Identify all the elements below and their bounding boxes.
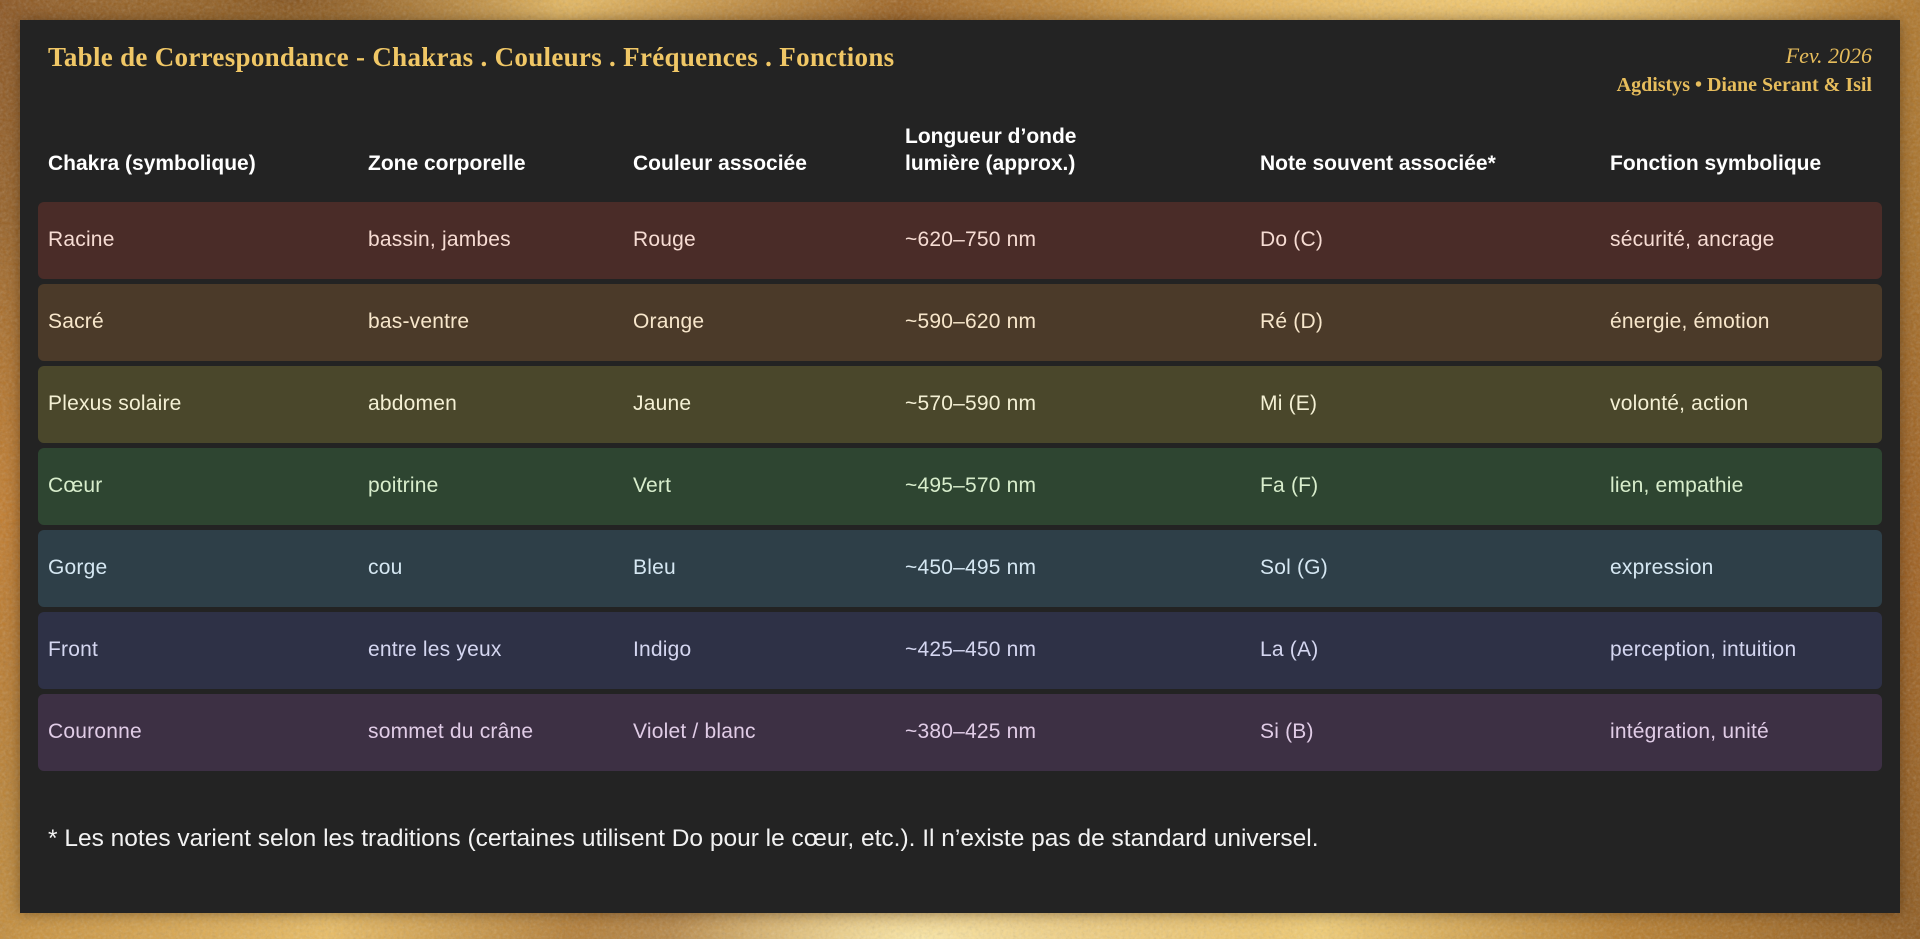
title-bar: Table de Correspondance - Chakras . Coul… bbox=[20, 20, 1900, 98]
cell-note: Do (C) bbox=[1260, 228, 1324, 251]
cell-zone: cou bbox=[368, 556, 403, 579]
credit-label: Agdistys • Diane Serant & Isil bbox=[1616, 73, 1872, 96]
cell-chakra: Plexus solaire bbox=[48, 392, 182, 415]
column-header-couleur: Couleur associée bbox=[633, 152, 807, 176]
cell-longueur: ~450–495 nm bbox=[905, 556, 1037, 579]
table-body: Racine bassin, jambes Rouge ~620–750 nm Do (… bbox=[38, 201, 1882, 771]
cell-note: Sol (G) bbox=[1260, 556, 1328, 579]
cell-longueur: ~495–570 nm bbox=[905, 474, 1037, 497]
cell-couleur: Vert bbox=[633, 474, 672, 497]
cell-zone: abdomen bbox=[368, 392, 457, 415]
column-header-longueur: Longueur d’onde lumière (approx.) bbox=[905, 124, 1077, 176]
cell-chakra: Couronne bbox=[48, 720, 142, 743]
cell-fonction: sécurité, ancrage bbox=[1610, 228, 1775, 251]
cell-note: Si (B) bbox=[1260, 720, 1314, 743]
column-header-chakra: Chakra (symbolique) bbox=[48, 152, 256, 176]
cell-note: Mi (E) bbox=[1260, 392, 1318, 415]
table-row: Couronne sommet du crâne Violet / blanc ~38… bbox=[38, 693, 1882, 771]
table-row: Cœur poitrine Vert ~495–570 nm Fa (F) lien, e… bbox=[38, 447, 1882, 525]
cell-note: Ré (D) bbox=[1260, 310, 1324, 333]
column-header-note: Note souvent associée* bbox=[1260, 152, 1496, 176]
column-header-zone: Zone corporelle bbox=[368, 152, 526, 176]
date-label: Fev. 2026 bbox=[1785, 43, 1872, 68]
cell-longueur: ~590–620 nm bbox=[905, 310, 1037, 333]
cell-couleur: Bleu bbox=[633, 556, 676, 579]
cell-note: Fa (F) bbox=[1260, 474, 1319, 497]
table-row: Front entre les yeux Indigo ~425–450 nm La (… bbox=[38, 611, 1882, 689]
header-meta: Fev. 2026 Agdistys • Diane Serant & Isil bbox=[1617, 42, 1872, 98]
cell-chakra: Gorge bbox=[48, 556, 108, 579]
cell-longueur: ~425–450 nm bbox=[905, 638, 1037, 661]
cell-chakra: Front bbox=[48, 638, 99, 661]
cell-chakra: Sacré bbox=[48, 310, 104, 333]
table-row: Sacré bas-ventre Orange ~590–620 nm Ré (D) én… bbox=[38, 283, 1882, 361]
table-header-row: Chakra (symbolique) Zone corporelle Coul… bbox=[38, 114, 1882, 178]
cell-couleur: Orange bbox=[633, 310, 705, 333]
page-title: Table de Correspondance - Chakras . Coul… bbox=[48, 42, 895, 72]
cell-zone: entre les yeux bbox=[368, 638, 502, 661]
cell-chakra: Racine bbox=[48, 228, 115, 251]
table-row: Plexus solaire abdomen Jaune ~570–590 nm Mi … bbox=[38, 365, 1882, 443]
column-header-fonction: Fonction symbolique bbox=[1610, 152, 1822, 176]
cell-zone: bassin, jambes bbox=[368, 228, 511, 251]
cell-longueur: ~620–750 nm bbox=[905, 228, 1037, 251]
content-panel: Table de Correspondance - Chakras . Coul… bbox=[20, 20, 1900, 913]
cell-couleur: Violet / blanc bbox=[633, 720, 756, 743]
cell-longueur: ~570–590 nm bbox=[905, 392, 1037, 415]
cell-couleur: Rouge bbox=[633, 228, 696, 251]
cell-note: La (A) bbox=[1260, 638, 1319, 661]
cell-fonction: expression bbox=[1610, 556, 1714, 579]
cell-zone: poitrine bbox=[368, 474, 439, 497]
cell-couleur: Indigo bbox=[633, 638, 692, 661]
cell-chakra: Cœur bbox=[48, 474, 103, 497]
cell-zone: sommet du crâne bbox=[368, 720, 534, 743]
correspondence-table: Chakra (symbolique) Zone corporelle Coul… bbox=[38, 114, 1882, 771]
footnote: * Les notes varient selon les traditions… bbox=[48, 824, 1319, 852]
cell-couleur: Jaune bbox=[633, 392, 692, 415]
cell-zone: bas-ventre bbox=[368, 310, 470, 333]
table-row: Racine bassin, jambes Rouge ~620–750 nm Do (… bbox=[38, 201, 1882, 279]
cell-fonction: volonté, action bbox=[1610, 392, 1749, 415]
cell-fonction: énergie, émotion bbox=[1610, 310, 1770, 333]
cell-longueur: ~380–425 nm bbox=[905, 720, 1037, 743]
table-row: Gorge cou Bleu ~450–495 nm Sol (G) expression bbox=[38, 529, 1882, 607]
cell-fonction: intégration, unité bbox=[1610, 720, 1769, 743]
cell-fonction: perception, intuition bbox=[1610, 638, 1797, 661]
cell-fonction: lien, empathie bbox=[1610, 474, 1744, 497]
